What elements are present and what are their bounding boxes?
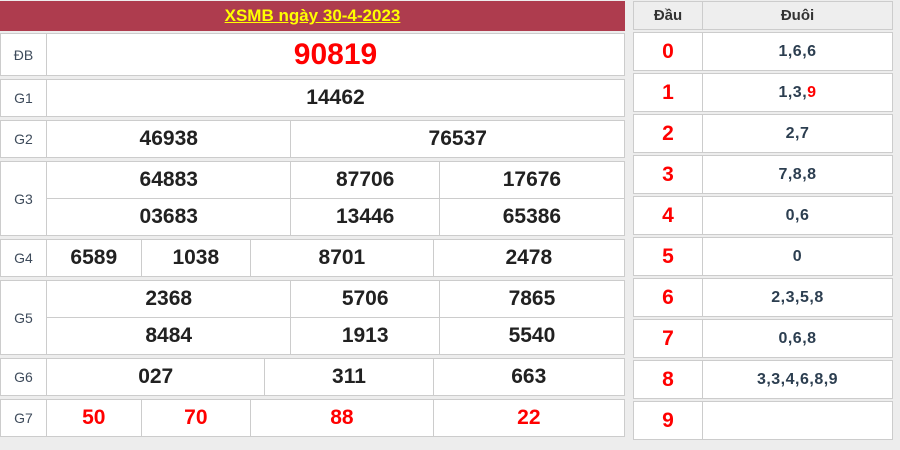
dau-duoi-row-2: 2 2,7 — [633, 114, 893, 153]
prize-number: 663 — [432, 358, 625, 396]
dau-digit: 1 — [633, 73, 703, 112]
dau-duoi-row-4: 4 0,6 — [633, 196, 893, 235]
results-title-bar: XSMB ngày 30-4-2023 — [0, 1, 625, 31]
dau-digit: 2 — [633, 114, 703, 153]
prize-row-g6: G6 027 311 663 — [0, 358, 625, 396]
dau-duoi-row-1: 1 1,3, 9 — [633, 73, 893, 112]
prize-label: G5 — [0, 280, 47, 355]
dau-duoi-table: Đầu Đuôi 0 1,6,6 1 1,3, 9 2 2,7 3 7,8,8 4 0,6 5 0 6 2,… — [633, 1, 893, 442]
prize-number: 22 — [432, 399, 625, 437]
dau-digit: 4 — [633, 196, 703, 235]
prize-label: G7 — [0, 399, 47, 437]
dau-digit: 6 — [633, 278, 703, 317]
prize-number: 7865 — [438, 280, 625, 318]
prize-row-g2: G2 46938 76537 — [0, 120, 625, 158]
prize-number: 5540 — [438, 317, 625, 355]
duoi-values: 0 — [702, 237, 893, 276]
prize-label: G4 — [0, 239, 47, 277]
dau-digit: 0 — [633, 32, 703, 71]
duoi-values — [702, 401, 893, 440]
prize-number: 70 — [140, 399, 252, 437]
prize-number: 90819 — [46, 33, 625, 76]
dau-duoi-row-9: 9 — [633, 401, 893, 440]
prize-label: G3 — [0, 161, 47, 236]
dau-duoi-row-6: 6 2,3,5,8 — [633, 278, 893, 317]
prize-number: 027 — [46, 358, 266, 396]
prize-number: 46938 — [46, 120, 292, 158]
dau-digit: 8 — [633, 360, 703, 399]
prize-number: 2478 — [432, 239, 625, 277]
prize-number: 8484 — [46, 317, 292, 355]
prize-number: 8701 — [250, 239, 434, 277]
prize-label: ĐB — [0, 33, 47, 76]
prize-number: 1913 — [290, 317, 440, 355]
prize-number: 6589 — [46, 239, 142, 277]
prize-number: 76537 — [290, 120, 625, 158]
prize-number: 5706 — [290, 280, 440, 318]
prize-number: 65386 — [438, 198, 625, 236]
prize-number: 64883 — [46, 161, 292, 199]
duoi-values: 0,6 — [702, 196, 893, 235]
prize-number: 87706 — [290, 161, 440, 199]
prize-number: 50 — [46, 399, 142, 437]
dau-duoi-row-0: 0 1,6,6 — [633, 32, 893, 71]
prize-number: 03683 — [46, 198, 292, 236]
prize-number: 2368 — [46, 280, 292, 318]
prize-number: 311 — [264, 358, 434, 396]
duoi-values: 2,7 — [702, 114, 893, 153]
duoi-column-header: Đuôi — [702, 1, 893, 30]
dau-duoi-row-7: 7 0,6,8 — [633, 319, 893, 358]
dau-column-header: Đầu — [633, 1, 703, 30]
prize-row-g4: G4 6589 1038 8701 2478 — [0, 239, 625, 277]
dau-duoi-row-8: 8 3,3,4,6,8,9 — [633, 360, 893, 399]
dau-duoi-row-3: 3 7,8,8 — [633, 155, 893, 194]
prize-row-g1: G1 14462 — [0, 79, 625, 117]
dau-duoi-rows-container: 0 1,6,6 1 1,3, 9 2 2,7 3 7,8,8 4 0,6 5 0 6 2,3,5,8 7 0,6… — [633, 32, 893, 440]
duoi-values: 7,8,8 — [702, 155, 893, 194]
prize-number: 1038 — [140, 239, 252, 277]
prize-number: 17676 — [438, 161, 625, 199]
prize-label: G6 — [0, 358, 47, 396]
duoi-values: 1,6,6 — [702, 32, 893, 71]
duoi-values: 1,3, 9 — [702, 73, 893, 112]
prize-row-g7: G7 50 70 88 22 — [0, 399, 625, 437]
dau-digit: 3 — [633, 155, 703, 194]
prize-number: 88 — [250, 399, 434, 437]
dau-digit: 9 — [633, 401, 703, 440]
results-title-link[interactable]: XSMB ngày 30-4-2023 — [224, 6, 401, 25]
prize-row-g5: G5 2368 5706 7865 8484 1913 5540 — [0, 280, 625, 355]
prize-label: G2 — [0, 120, 47, 158]
dau-duoi-header: Đầu Đuôi — [633, 1, 893, 30]
prize-rows-container: ĐB 90819 G1 14462 G2 46938 76537 G3 64883 87706 17… — [0, 33, 625, 437]
prize-label: G1 — [0, 79, 47, 117]
dau-digit: 5 — [633, 237, 703, 276]
dau-digit: 7 — [633, 319, 703, 358]
prize-number: 13446 — [290, 198, 440, 236]
duoi-values: 2,3,5,8 — [702, 278, 893, 317]
duoi-values: 3,3,4,6,8,9 — [702, 360, 893, 399]
prize-number: 14462 — [46, 79, 625, 117]
duoi-values: 0,6,8 — [702, 319, 893, 358]
prize-row-g3: G3 64883 87706 17676 03683 13446 65386 — [0, 161, 625, 236]
xsmb-results-table: XSMB ngày 30-4-2023 ĐB 90819 G1 14462 G2 4693… — [0, 1, 625, 442]
prize-row-db: ĐB 90819 — [0, 33, 625, 76]
